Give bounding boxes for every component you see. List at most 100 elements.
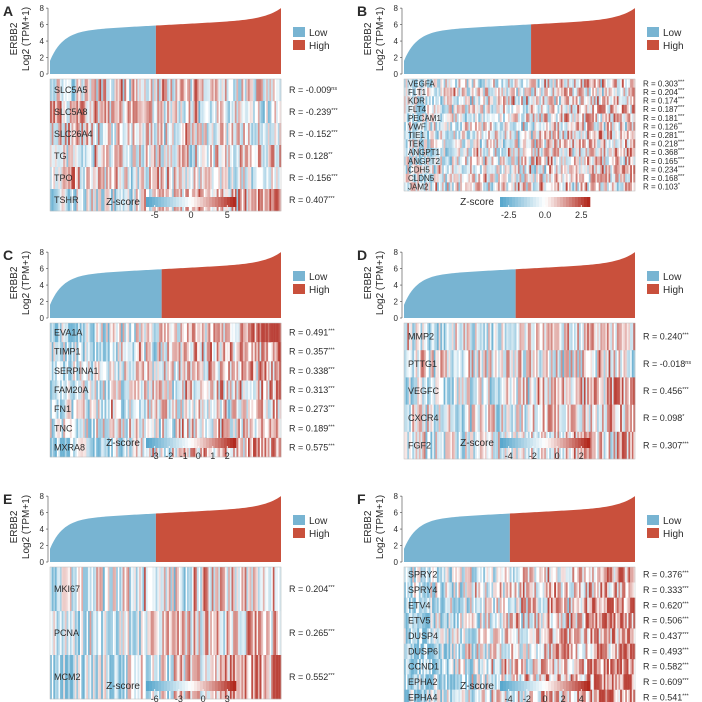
heatmap-cell	[89, 342, 92, 362]
heatmap-cell	[602, 165, 604, 174]
heatmap-cell	[233, 123, 236, 146]
heatmap-cell	[516, 104, 519, 114]
heatmap-cell	[205, 167, 208, 190]
heatmap-cell	[471, 113, 474, 123]
heatmap-cell	[572, 597, 575, 614]
heatmap-cell	[168, 418, 171, 439]
heatmap-cell	[544, 147, 547, 157]
heatmap-cell	[587, 79, 590, 88]
heatmap-cell	[610, 130, 613, 140]
heatmap-cell	[50, 418, 52, 439]
heatmap-cell	[59, 145, 62, 168]
heatmap-cell	[613, 173, 616, 183]
heatmap-cell	[489, 404, 492, 432]
heatmap-cell	[460, 567, 463, 583]
heatmap-cell	[597, 122, 599, 131]
heatmap-cell	[493, 130, 496, 140]
heatmap-cell	[489, 182, 492, 192]
heatmap-cell	[433, 156, 436, 166]
heatmap-cell	[565, 113, 568, 123]
heatmap-cell	[578, 404, 581, 432]
heatmap-cell	[623, 404, 626, 432]
heatmap-cell	[468, 113, 471, 123]
heatmap-cell	[630, 122, 632, 131]
heatmap-cell	[89, 399, 92, 419]
heatmap-cell	[271, 437, 274, 458]
heatmap-cell	[64, 611, 67, 656]
heatmap-cell	[140, 380, 143, 400]
y-tick-label: 6	[40, 21, 45, 30]
heatmap-cell	[54, 167, 57, 190]
heatmap-cell	[479, 139, 482, 149]
heatmap-cell	[420, 147, 423, 157]
gene-label: SPRY2	[408, 570, 437, 580]
heatmap-cell	[618, 122, 621, 131]
heatmap-cell	[51, 123, 54, 146]
heatmap-cell	[262, 655, 265, 700]
heatmap-cell	[91, 145, 94, 168]
heatmap-cell	[236, 611, 239, 656]
heatmap-cell	[582, 173, 585, 183]
heatmap-cell	[578, 113, 581, 123]
heatmap-cell	[213, 611, 216, 656]
heatmap-cell	[428, 96, 431, 106]
heatmap-cell	[206, 567, 209, 612]
heatmap-cell	[494, 323, 497, 351]
heatmap-cell	[592, 567, 595, 583]
heatmap-cell	[598, 182, 601, 192]
heatmap-cell	[440, 165, 443, 174]
colorbar-segment	[503, 438, 507, 448]
heatmap-cell	[74, 567, 77, 612]
heatmap-cell	[269, 418, 272, 439]
heatmap-cell	[69, 418, 72, 439]
heatmap-cell	[628, 156, 631, 166]
heatmap-cell	[503, 173, 505, 183]
heatmap-cell	[517, 404, 520, 432]
heatmap-cell	[61, 437, 64, 458]
r-value-label: R = 0.181***	[643, 114, 685, 123]
heatmap-cell	[572, 104, 575, 114]
heatmap-cell	[219, 567, 222, 612]
heatmap-cell	[481, 323, 484, 351]
heatmap-cell	[178, 361, 181, 381]
heatmap-cell	[405, 323, 408, 351]
heatmap-cell	[92, 361, 95, 381]
heatmap-cell	[450, 182, 453, 192]
heatmap-cell	[183, 399, 186, 419]
heatmap-cell	[168, 145, 171, 168]
heatmap-cell	[111, 611, 113, 656]
heatmap-cell	[117, 342, 120, 362]
heatmap-cell	[269, 567, 272, 612]
heatmap-cell	[78, 123, 80, 146]
heatmap-cell	[463, 165, 466, 174]
colorbar-segment	[209, 197, 213, 207]
heatmap-cell	[437, 79, 439, 88]
heatmap-cell	[598, 122, 601, 131]
heatmap-cell	[618, 173, 621, 183]
heatmap-cell	[277, 167, 280, 190]
heatmap-cell	[545, 156, 548, 166]
heatmap-cell	[503, 130, 505, 140]
heatmap-cell	[611, 156, 614, 166]
heatmap-cell	[481, 104, 484, 114]
heatmap-cell	[129, 189, 132, 212]
heatmap-cell	[501, 404, 504, 432]
heatmap-cell	[272, 380, 275, 400]
heatmap-cell	[613, 147, 616, 157]
heatmap-cell	[521, 147, 524, 157]
heatmap-cell	[499, 96, 502, 106]
heatmap-cell	[605, 156, 608, 166]
heatmap-cell	[407, 582, 410, 598]
heatmap-cell	[620, 431, 623, 460]
heatmap-cell	[122, 567, 125, 612]
heatmap-cell	[408, 113, 411, 123]
heatmap-cell	[514, 323, 517, 351]
heatmap-cell	[180, 101, 183, 124]
heatmap-cell	[415, 613, 418, 629]
heatmap-cell	[243, 437, 245, 458]
heatmap-cell	[244, 361, 247, 381]
heatmap-cell	[56, 101, 59, 124]
heatmap-cell	[534, 79, 537, 88]
heatmap-cell	[560, 597, 563, 614]
heatmap-cell	[119, 145, 122, 168]
